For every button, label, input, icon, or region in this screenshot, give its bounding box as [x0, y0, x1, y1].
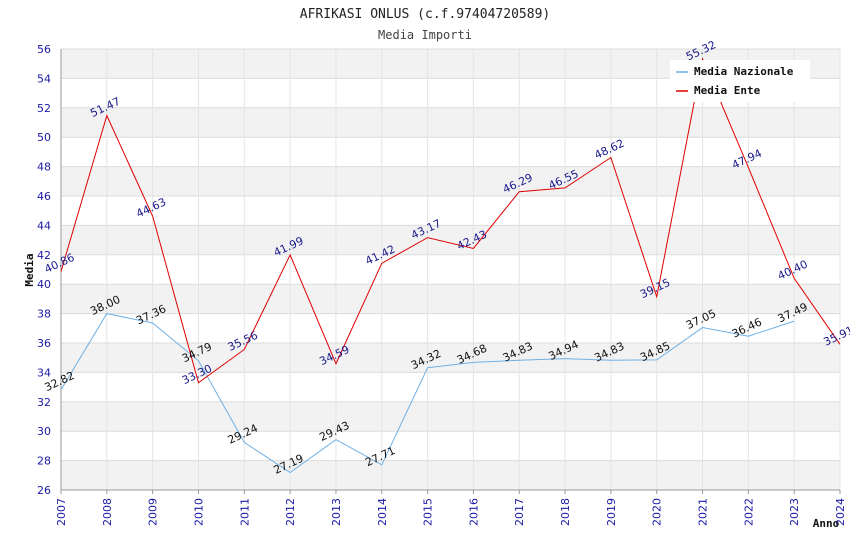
y-tick-label: 34	[37, 366, 51, 379]
x-tick-label: 2017	[513, 498, 526, 526]
x-tick-label: 2021	[697, 498, 710, 526]
y-tick-label: 50	[37, 131, 51, 144]
chart-subtitle: Media Importi	[378, 28, 472, 42]
x-tick-label: 2009	[147, 498, 160, 526]
y-tick-label: 28	[37, 455, 51, 468]
x-tick-label: 2011	[238, 498, 251, 526]
x-tick-label: 2024	[834, 498, 847, 526]
y-tick-label: 54	[37, 72, 51, 85]
grid-band	[61, 343, 840, 373]
grid-band	[61, 166, 840, 196]
x-tick-label: 2016	[467, 498, 480, 526]
grid-band	[61, 460, 840, 490]
grid-band	[61, 225, 840, 255]
grid-bands	[61, 49, 840, 490]
grid-band	[61, 107, 840, 138]
y-tick-labels: 26 28 30 32 34 36 38 40 42 44 46 48 50 52 54 56	[37, 43, 51, 497]
x-axis-label: Anno	[813, 517, 840, 530]
legend-label-nazionale: Media Nazionale	[694, 65, 794, 78]
x-tick-label: 2019	[605, 498, 618, 526]
x-tick-label: 2022	[742, 498, 755, 526]
x-tick-labels: 2007 2008 2009 2010 2011 2012 2013 2014 2015 2016…	[55, 498, 847, 526]
y-tick-label: 46	[37, 190, 51, 203]
y-tick-label: 52	[37, 102, 51, 115]
x-tick-label: 2010	[192, 498, 205, 526]
y-tick-label: 38	[37, 308, 51, 321]
axes	[60, 49, 841, 494]
y-tick-label: 48	[37, 161, 51, 174]
y-tick-label: 42	[37, 249, 51, 262]
data-label-ente: 40.40	[776, 258, 810, 283]
grid-band	[61, 284, 840, 314]
data-label-nazionale: 36.46	[730, 316, 764, 341]
y-tick-label: 40	[37, 278, 51, 291]
x-tick-label: 2014	[376, 498, 389, 526]
y-tick-label: 26	[37, 484, 51, 497]
y-tick-label: 32	[37, 396, 51, 409]
x-tick-label: 2008	[101, 498, 114, 526]
chart-title: AFRIKASI ONLUS (c.f.97404720589)	[300, 7, 550, 22]
x-tick-label: 2012	[284, 498, 297, 526]
y-tick-label: 30	[37, 425, 51, 438]
x-tick-label: 2007	[55, 498, 68, 526]
x-tick-label: 2015	[422, 498, 435, 526]
x-tick-label: 2013	[330, 498, 343, 526]
legend-label-ente: Media Ente	[694, 84, 761, 97]
series-line-media-nazionale	[60, 313, 795, 474]
y-axis-label: Media	[23, 253, 36, 286]
x-tick-label: 2020	[651, 498, 664, 526]
y-tick-label: 44	[37, 219, 51, 232]
x-tick-label: 2018	[559, 498, 572, 526]
y-tick-label: 56	[37, 43, 51, 56]
x-tick-label: 2023	[788, 498, 801, 526]
legend: Media Nazionale Media Ente	[670, 60, 810, 102]
data-label-ente: 44.63	[134, 195, 168, 220]
legend-box	[670, 60, 810, 102]
y-tick-label: 36	[37, 337, 51, 350]
grid-band	[61, 401, 840, 432]
